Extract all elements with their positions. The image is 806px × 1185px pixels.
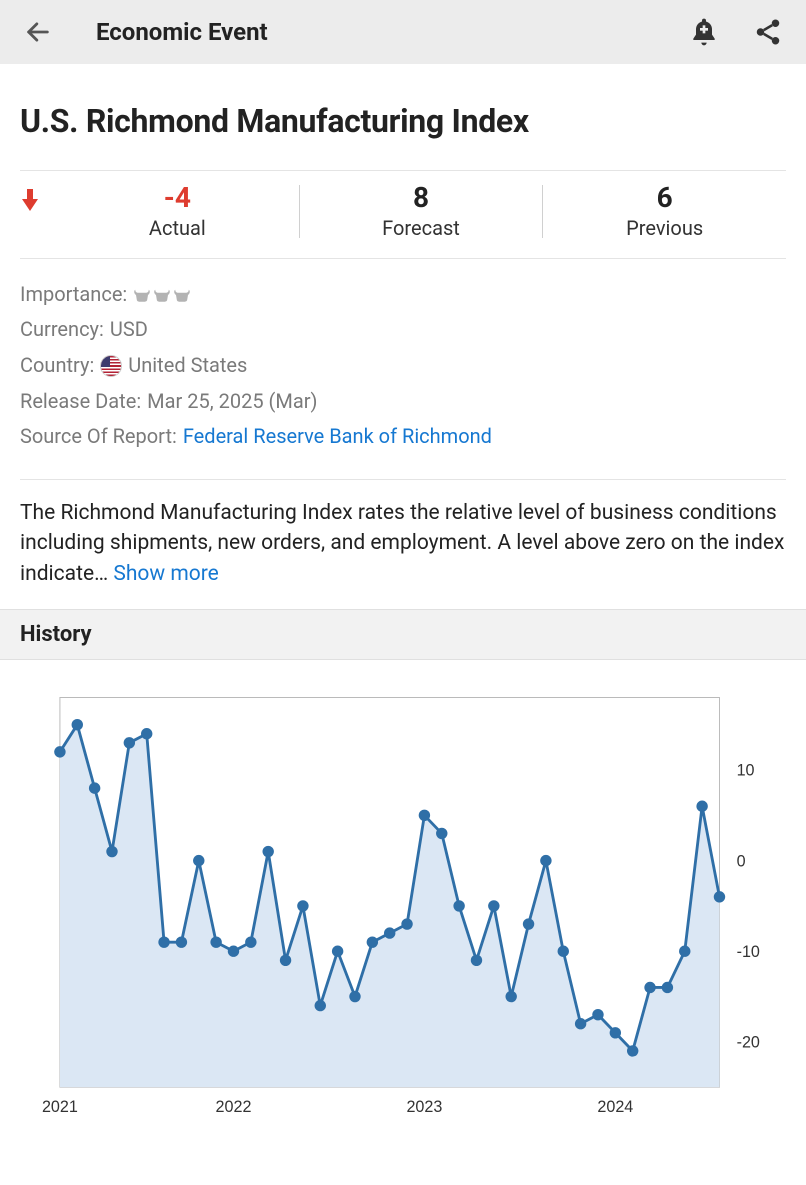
meta-currency-label: Currency: — [20, 312, 104, 348]
bull-icon — [173, 288, 191, 302]
meta-source-link[interactable]: Federal Reserve Bank of Richmond — [183, 419, 492, 455]
share-button[interactable] — [750, 14, 786, 50]
stat-previous-value: 6 — [543, 183, 786, 214]
meta-currency: Currency: USD — [20, 312, 786, 348]
stat-actual-label: Actual — [56, 216, 299, 240]
bull-icon — [153, 288, 171, 302]
stat-actual: -4 Actual — [56, 183, 299, 240]
stat-previous-label: Previous — [543, 216, 786, 240]
stat-forecast-value: 8 — [300, 183, 543, 214]
back-button[interactable] — [20, 14, 56, 50]
meta-release-value: Mar 25, 2025 (Mar) — [147, 384, 317, 420]
meta-block: Importance: Currency: USD Country: Unite… — [20, 259, 786, 479]
bell-plus-icon — [688, 16, 720, 48]
alert-button[interactable] — [686, 14, 722, 50]
history-chart[interactable]: 10 0 -10 -20 2021 2022 2023 2024 — [20, 688, 786, 1135]
page-title: U.S. Richmond Manufacturing Index — [20, 102, 786, 140]
app-header: Economic Event — [0, 0, 806, 64]
meta-currency-value: USD — [110, 312, 148, 348]
bull-icon — [133, 288, 151, 302]
share-icon — [753, 17, 783, 47]
svg-text:2023: 2023 — [406, 1098, 442, 1116]
stat-forecast: 8 Forecast — [300, 183, 543, 240]
svg-text:2022: 2022 — [216, 1098, 252, 1116]
show-more-link[interactable]: Show more — [113, 562, 218, 586]
back-arrow-icon — [24, 18, 52, 46]
svg-text:2024: 2024 — [597, 1098, 633, 1116]
stat-previous: 6 Previous — [543, 183, 786, 240]
meta-release: Release Date: Mar 25, 2025 (Mar) — [20, 384, 786, 420]
meta-importance: Importance: — [20, 277, 786, 313]
description-block: The Richmond Manufacturing Index rates t… — [20, 480, 786, 609]
meta-importance-label: Importance: — [20, 277, 127, 313]
stat-forecast-label: Forecast — [300, 216, 543, 240]
svg-text:-20: -20 — [737, 1034, 760, 1052]
importance-bulls — [133, 288, 191, 302]
header-title: Economic Event — [96, 18, 686, 46]
us-flag-icon — [100, 355, 122, 377]
meta-country-value: United States — [128, 348, 247, 384]
meta-source-label: Source Of Report: — [20, 419, 177, 455]
history-chart-container: 10 0 -10 -20 2021 2022 2023 2024 — [20, 660, 786, 1145]
svg-text:2021: 2021 — [42, 1098, 78, 1116]
svg-text:0: 0 — [737, 852, 746, 870]
meta-country-label: Country: — [20, 348, 94, 384]
stat-actual-value: -4 — [56, 183, 299, 214]
svg-text:-10: -10 — [737, 943, 760, 961]
trend-indicator — [20, 183, 56, 240]
meta-country: Country: United States — [20, 348, 786, 384]
down-arrow-icon — [20, 189, 40, 211]
meta-release-label: Release Date: — [20, 384, 141, 420]
meta-source: Source Of Report: Federal Reserve Bank o… — [20, 419, 786, 455]
stats-row: -4 Actual 8 Forecast 6 Previous — [20, 171, 786, 258]
header-actions — [686, 14, 786, 50]
svg-text:10: 10 — [737, 762, 755, 780]
history-section-header: History — [0, 609, 806, 660]
content-area: U.S. Richmond Manufacturing Index -4 Act… — [0, 64, 806, 1145]
